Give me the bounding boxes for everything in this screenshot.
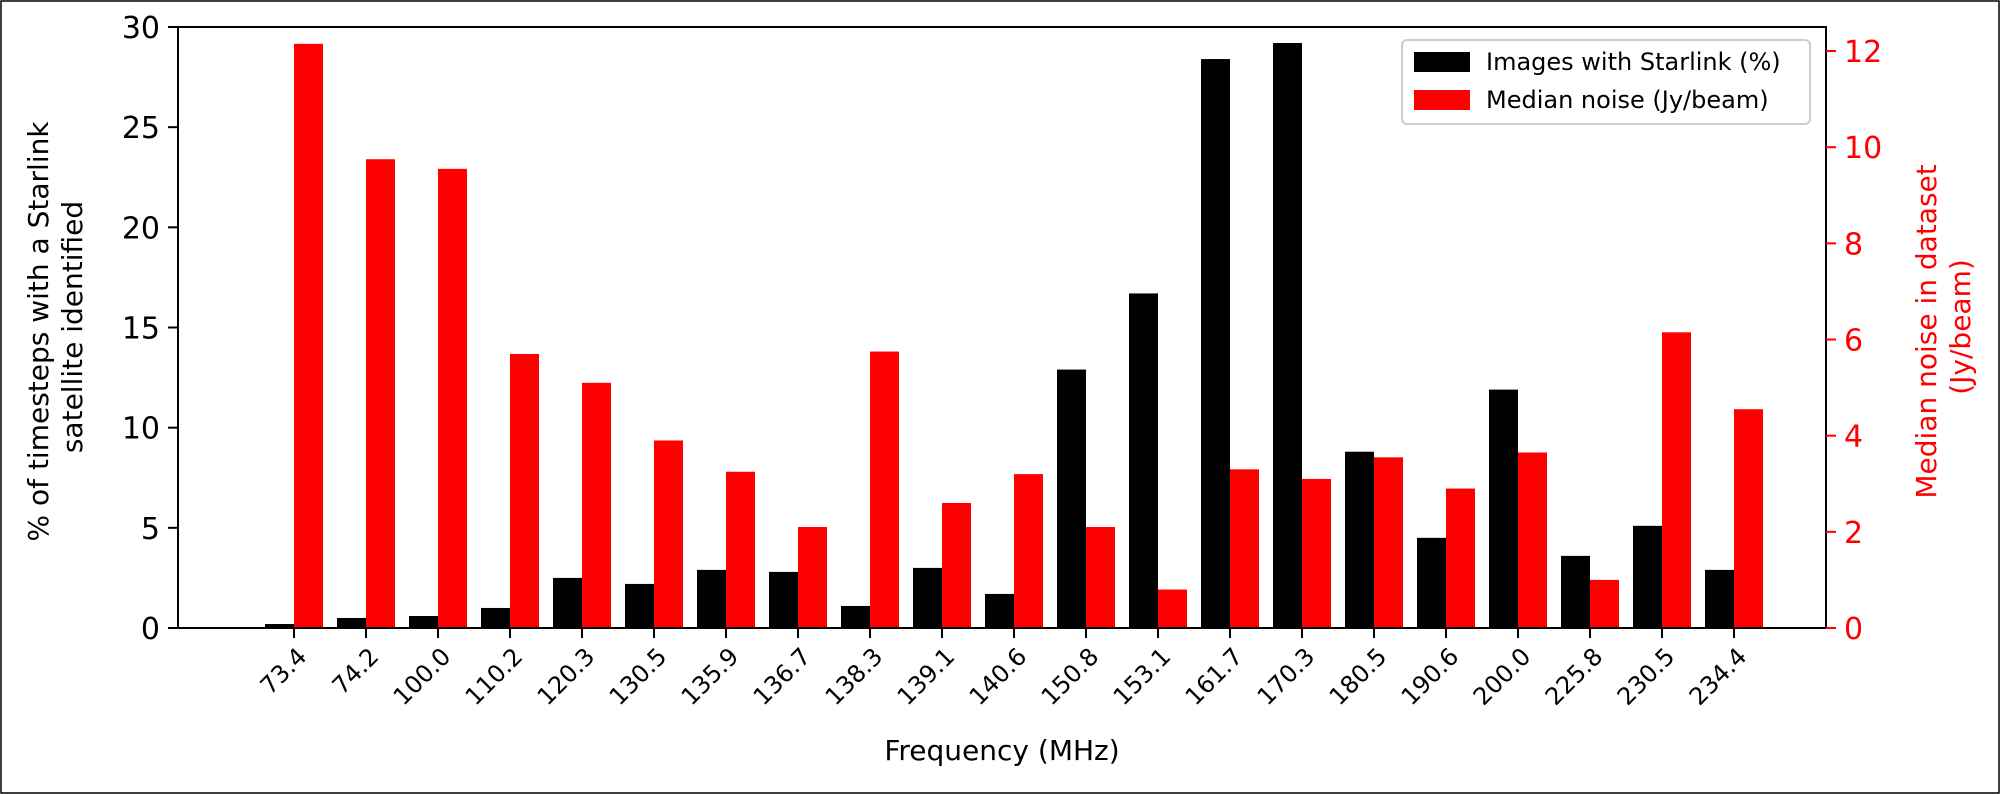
bar-noise-120.3 [582, 382, 611, 628]
bar-noise-138.3 [870, 351, 899, 628]
bar-noise-100.0 [438, 168, 467, 628]
bar-starlink-110.2 [481, 607, 510, 628]
bar-noise-140.6 [1014, 474, 1043, 628]
bar-starlink-150.8 [1057, 369, 1086, 628]
bar-starlink-120.3 [553, 577, 582, 628]
bar-starlink-153.1 [1129, 293, 1158, 628]
left-y-tick-label: 10 [122, 412, 160, 447]
bar-starlink-138.3 [841, 605, 870, 628]
left-y-tick-label: 25 [122, 111, 160, 146]
right-y-axis-ticks: 0 2 4 6 8 10 12 [1826, 35, 1882, 647]
bar-noise-110.2 [510, 353, 539, 628]
left-y-tick-label: 0 [141, 612, 160, 647]
bar-starlink-100.0 [409, 615, 438, 628]
bar-noise-74.2 [366, 159, 395, 628]
legend: Images with Starlink (%) Median noise (J… [1401, 39, 1811, 125]
bar-noise-153.1 [1158, 589, 1187, 628]
left-y-axis-ticks: 0 5 10 15 20 25 30 [122, 11, 178, 647]
bar-noise-161.7 [1230, 469, 1259, 628]
bar-starlink-230.5 [1633, 525, 1662, 628]
noise-series-bars [294, 43, 1763, 628]
legend-label-starlink: Images with Starlink (%) [1486, 48, 1781, 76]
legend-label-noise: Median noise (Jy/beam) [1486, 86, 1769, 114]
bar-starlink-135.9 [697, 569, 726, 628]
bar-noise-150.8 [1086, 527, 1115, 628]
right-y-axis-label: Median noise in dataset (Jy/beam) [1910, 155, 1977, 498]
right-y-tick-label: 4 [1844, 420, 1863, 455]
left-y-tick-label: 5 [141, 512, 160, 547]
bar-starlink-136.7 [769, 571, 798, 628]
right-y-tick-label: 10 [1844, 131, 1882, 166]
bar-noise-130.5 [654, 440, 683, 628]
bar-noise-139.1 [942, 502, 971, 628]
left-y-axis-label: % of timesteps with a Starlink satellite… [22, 113, 89, 542]
right-y-tick-label: 0 [1844, 612, 1863, 647]
right-y-tick-label: 6 [1844, 324, 1863, 359]
bar-starlink-73.4 [265, 623, 294, 628]
x-axis-label: Frequency (MHz) [884, 734, 1119, 767]
bar-noise-190.6 [1446, 488, 1475, 628]
bar-noise-234.4 [1734, 409, 1763, 628]
bar-noise-73.4 [294, 43, 323, 628]
starlink-series-bars [265, 43, 1734, 628]
legend-swatch-noise [1414, 90, 1470, 110]
right-y-tick-label: 2 [1844, 516, 1863, 551]
bar-starlink-161.7 [1201, 59, 1230, 628]
bar-starlink-139.1 [913, 567, 942, 628]
legend-swatch-starlink [1414, 52, 1470, 72]
bar-noise-136.7 [798, 527, 827, 628]
bar-starlink-140.6 [985, 593, 1014, 628]
right-y-axis-label-line-2: (Jy/beam) [1944, 259, 1977, 395]
left-y-tick-label: 30 [122, 11, 160, 46]
left-y-axis-label-line-1: % of timesteps with a Starlink [22, 121, 55, 542]
bar-starlink-200.0 [1489, 389, 1518, 628]
left-y-tick-label: 15 [122, 312, 160, 347]
left-y-axis-label-line-2: satellite identified [56, 201, 89, 453]
bar-starlink-180.5 [1345, 451, 1374, 628]
bar-noise-180.5 [1374, 457, 1403, 628]
bar-starlink-74.2 [337, 617, 366, 628]
bar-noise-230.5 [1662, 332, 1691, 628]
bar-starlink-234.4 [1705, 569, 1734, 628]
bar-starlink-190.6 [1417, 537, 1446, 628]
right-y-axis-label-line-1: Median noise in dataset [1910, 164, 1943, 498]
bar-noise-200.0 [1518, 452, 1547, 628]
bar-noise-135.9 [726, 471, 755, 628]
bar-noise-225.8 [1590, 579, 1619, 628]
bar-starlink-225.8 [1561, 555, 1590, 628]
bar-starlink-170.3 [1273, 43, 1302, 628]
bar-noise-170.3 [1302, 478, 1331, 628]
legend-box [1401, 39, 1811, 125]
left-y-tick-label: 20 [122, 211, 160, 246]
right-y-tick-label: 12 [1844, 35, 1882, 70]
bar-starlink-130.5 [625, 583, 654, 628]
right-y-tick-label: 8 [1844, 227, 1863, 262]
